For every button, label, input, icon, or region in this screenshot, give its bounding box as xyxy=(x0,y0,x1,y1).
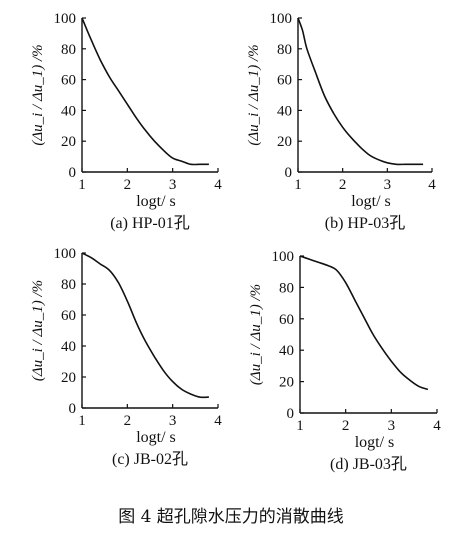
y-axis-label: (Δu_i / Δu_1) /% xyxy=(246,44,262,145)
x-tick-label: 4 xyxy=(433,418,441,434)
y-tick-label: 20 xyxy=(61,134,76,150)
y-axis-label: (Δu_i / Δu_1) /% xyxy=(30,280,46,381)
y-tick-label: 100 xyxy=(54,246,77,262)
y-tick-label: 40 xyxy=(279,343,294,359)
y-tick-label: 80 xyxy=(279,280,294,296)
y-tick-label: 0 xyxy=(69,401,77,417)
y-tick-label: 20 xyxy=(277,134,292,150)
x-tick-label: 4 xyxy=(214,177,222,193)
figure-caption: 图 4 超孔隙水压力的消散曲线 xyxy=(118,507,344,527)
x-tick-label: 1 xyxy=(78,177,86,193)
y-tick-label: 100 xyxy=(54,11,77,27)
y-axis-label: (Δu_i / Δu_1) /% xyxy=(248,284,264,385)
y-tick-label: 40 xyxy=(61,103,76,119)
x-axis-label: logt/ s xyxy=(351,193,391,210)
panel-caption: (c) JB-02孔 xyxy=(112,450,188,468)
x-axis-label: logt/ s xyxy=(136,429,176,446)
y-tick-label: 40 xyxy=(61,339,76,355)
y-tick-label: 20 xyxy=(279,375,294,391)
y-tick-label: 40 xyxy=(277,103,292,119)
y-tick-label: 60 xyxy=(279,312,294,328)
x-tick-label: 2 xyxy=(339,177,347,193)
panel-caption: (d) JB-03孔 xyxy=(330,455,407,473)
y-tick-label: 100 xyxy=(270,11,293,27)
x-axis-label: logt/ s xyxy=(355,434,395,451)
panel-caption: (b) HP-03孔 xyxy=(325,214,405,232)
dissipation-curve-a xyxy=(81,17,209,166)
panel-caption: (a) HP-01孔 xyxy=(110,214,190,232)
x-tick-label: 3 xyxy=(169,413,177,429)
y-tick-label: 60 xyxy=(61,308,76,324)
x-tick-label: 1 xyxy=(296,418,304,434)
chart-panel-c: 0 20 40 60 80 100 1 2 3 4 logt/ s (Δu_i / Δu_1) /% (… xyxy=(30,246,222,468)
y-tick-label: 80 xyxy=(61,277,76,293)
y-tick-label: 0 xyxy=(285,165,293,181)
x-tick-label: 4 xyxy=(214,413,222,429)
x-tick-label: 2 xyxy=(342,418,350,434)
x-tick-label: 3 xyxy=(388,418,396,434)
dissipation-curve-c xyxy=(81,252,209,399)
x-axis-label: logt/ s xyxy=(136,193,176,210)
x-tick-label: 4 xyxy=(428,177,436,193)
y-tick-label: 0 xyxy=(69,165,77,181)
x-tick-label: 2 xyxy=(124,177,132,193)
x-tick-label: 2 xyxy=(124,413,132,429)
y-tick-label: 60 xyxy=(61,73,76,89)
y-tick-label: 100 xyxy=(272,249,295,265)
chart-panel-a: 0 20 40 60 80 100 1 2 3 4 logt/ s (Δu_i / Δu_1) /% (… xyxy=(30,11,222,232)
x-tick-label: 3 xyxy=(169,177,177,193)
y-tick-label: 80 xyxy=(61,42,76,58)
chart-panel-d: 0 20 40 60 80 100 1 2 3 4 logt/ s (Δu_i / Δu_1) /% (… xyxy=(248,249,441,473)
y-tick-label: 20 xyxy=(61,370,76,386)
x-tick-label: 3 xyxy=(384,177,392,193)
y-axis-label: (Δu_i / Δu_1) /% xyxy=(30,44,46,145)
x-tick-label: 1 xyxy=(294,177,302,193)
y-tick-label: 0 xyxy=(287,406,295,422)
chart-panel-b: 0 20 40 60 80 100 1 2 3 4 logt/ s (Δu_i / Δu_1) /% (… xyxy=(246,11,436,232)
y-tick-label: 80 xyxy=(277,42,292,58)
dissipation-curve-d xyxy=(299,255,429,391)
x-tick-label: 1 xyxy=(78,413,86,429)
y-tick-label: 60 xyxy=(277,73,292,89)
dissipation-curve-b xyxy=(297,17,424,166)
